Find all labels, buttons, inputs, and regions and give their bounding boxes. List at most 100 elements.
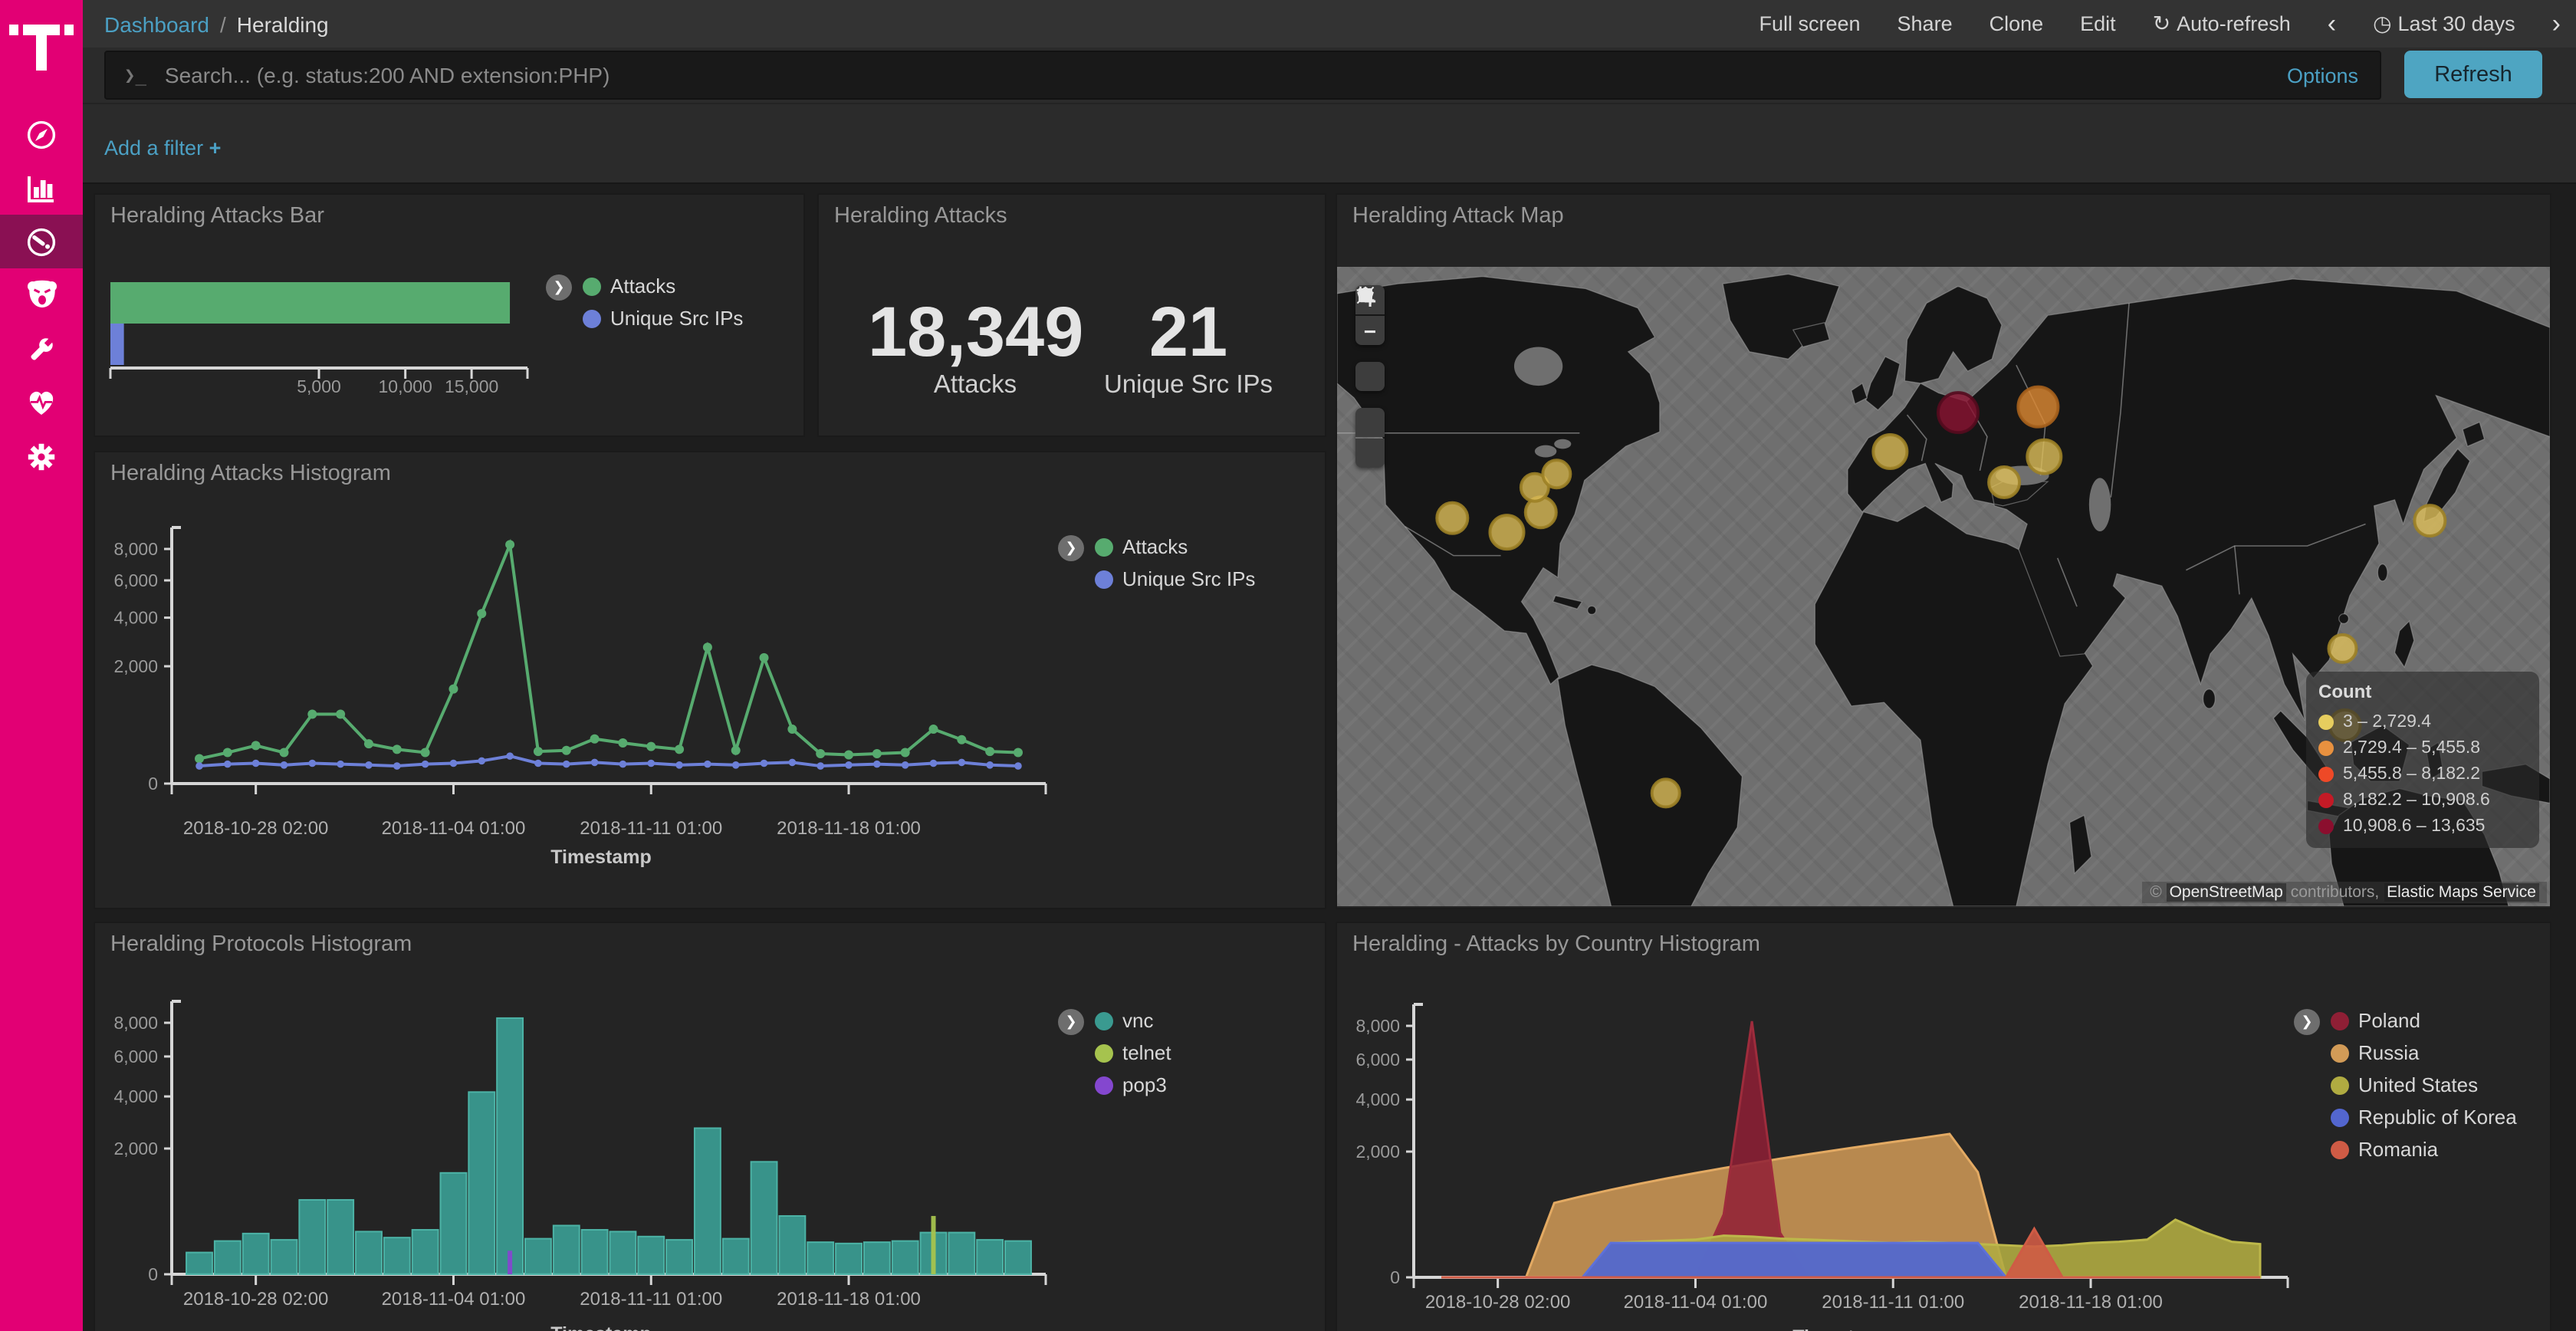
legend-item[interactable]: Republic of Korea [2331,1106,2517,1129]
count-legend-dot [2318,792,2334,807]
legend-expand-icon[interactable]: ❯ [1058,1009,1084,1035]
attack-bubble [1652,779,1680,807]
edit-button[interactable]: Edit [2080,12,2116,35]
legend-label: Poland [2358,1009,2420,1032]
legend-expand-icon[interactable]: ❯ [546,274,572,301]
legend-label: vnc [1122,1009,1153,1032]
sidebar-item-tpot[interactable] [0,268,83,322]
count-legend-range: 5,455.8 – 8,182.2 [2343,764,2480,783]
map-controls: + − [1355,285,1385,468]
svg-text:2018-11-11 01:00: 2018-11-11 01:00 [1822,1292,1964,1313]
fullscreen-button[interactable]: Full screen [1759,12,1860,35]
attack-bubble [1543,460,1570,488]
svg-text:2018-10-28 02:00: 2018-10-28 02:00 [183,818,329,839]
legend-label: Attacks [1122,535,1188,558]
legend-item[interactable]: Attacks [583,274,743,297]
refresh-button[interactable]: Refresh [2404,51,2542,98]
legend-item[interactable]: Russia [2331,1041,2517,1064]
t-mobile-logo[interactable] [0,0,83,89]
count-legend-item: 3 – 2,729.4 [2318,708,2527,735]
svg-text:0: 0 [148,1264,158,1284]
fit-bounds-button[interactable] [1355,362,1385,391]
sidebar-item-management[interactable] [0,429,83,483]
sidebar-item-discover[interactable] [0,107,83,161]
legend-dot [1095,1011,1113,1030]
auto-refresh-button[interactable]: ↻Auto-refresh [2153,11,2291,37]
breadcrumb-dashboard-link[interactable]: Dashboard [104,12,209,36]
nav-actions: Full screen Share Clone Edit ↻Auto-refre… [1759,0,2561,48]
world-map[interactable]: + − [1337,267,2550,906]
gear-icon [25,439,58,473]
legend-item[interactable]: pop3 [1095,1073,1171,1096]
query-bar: ❯_ Options Refresh [83,48,2576,103]
legend: ❯ Attacks Unique Src IPs [1058,535,1255,590]
metric-label: Unique Src IPs [1081,371,1296,400]
sidebar-item-dashboard[interactable] [0,215,83,268]
legend-expand-icon[interactable]: ❯ [2294,1009,2320,1035]
osm-link[interactable]: OpenStreetMap [2167,883,2286,902]
map-count-legend: Count3 – 2,729.42,729.4 – 5,455.85,455.8… [2306,672,2539,848]
attack-bubble [2328,635,2356,662]
search-input[interactable] [162,61,2287,89]
attack-bubble [1873,435,1907,468]
panel-title: Heralding Attacks [834,204,1007,228]
time-back-chevron[interactable]: ‹ [2328,8,2336,39]
time-range-picker[interactable]: ◷Last 30 days [2373,11,2515,37]
plus-icon: + [209,136,222,159]
legend-expand-icon[interactable]: ❯ [1058,535,1084,561]
legend-item[interactable]: telnet [1095,1041,1171,1064]
legend-item[interactable]: Unique Src IPs [1095,567,1255,590]
svg-text:4,000: 4,000 [1355,1089,1400,1109]
share-button[interactable]: Share [1898,12,1953,35]
ems-link[interactable]: Elastic Maps Service [2384,883,2539,902]
panel-attacks-metric: Heralding Attacks 18,349 Attacks 21 Uniq… [817,193,1326,437]
svg-text:2018-11-04 01:00: 2018-11-04 01:00 [382,818,526,839]
count-legend-range: 2,729.4 – 5,455.8 [2343,738,2480,757]
panel-title: Heralding Attacks Bar [110,204,324,228]
count-legend-dot [2318,740,2334,755]
legend-item[interactable]: United States [2331,1073,2517,1096]
count-legend-item: 5,455.8 – 8,182.2 [2318,761,2527,787]
clone-button[interactable]: Clone [1990,12,2044,35]
protocols-histogram-chart[interactable]: 02,0004,0006,0008,0002018-10-28 02:00201… [95,923,1325,1331]
attacks-histogram-ch art[interactable]: 02,0004,0006,0008,0002018-10-28 02:00201… [95,452,1325,908]
zoom-out-button[interactable]: − [1355,316,1385,345]
legend-dot [2331,1108,2349,1126]
polygon-select-button[interactable] [1355,408,1385,437]
top-nav: Dashboard / Heralding Full screen Share … [83,0,2576,48]
sidebar-item-visualize[interactable] [0,161,83,215]
attack-bubble [1989,467,2019,498]
svg-text:Timestamp: Timestamp [1792,1326,1894,1331]
legend-dot [2331,1076,2349,1094]
attack-bubble [1490,515,1523,549]
count-legend-dot [2318,818,2334,833]
heartbeat-icon [25,386,58,419]
count-legend-item: 10,908.6 – 13,635 [2318,813,2527,839]
time-forward-chevron[interactable]: › [2552,8,2561,39]
add-filter-link[interactable]: Add a filter + [104,136,221,159]
legend-item[interactable]: Attacks [1095,535,1255,558]
legend-item[interactable]: Unique Src IPs [583,307,743,330]
legend-item[interactable]: Poland [2331,1009,2517,1032]
compass-icon [25,117,58,151]
svg-text:0: 0 [1390,1267,1400,1287]
options-link[interactable]: Options [2287,64,2358,87]
sidebar-item-monitoring[interactable] [0,376,83,429]
search-box: ❯_ Options [104,51,2381,100]
svg-text:2,000: 2,000 [113,1139,158,1158]
panel-title: Heralding Attack Map [1352,204,1564,228]
legend-item[interactable]: vnc [1095,1009,1171,1032]
metric-label: Attacks [868,371,1083,400]
rectangle-select-button[interactable] [1355,439,1385,468]
legend-item[interactable]: Romania [2331,1138,2517,1161]
legend-dot [1095,1043,1113,1062]
legend-dot [1095,537,1113,556]
wrench-icon [25,332,58,366]
svg-text:2018-11-04 01:00: 2018-11-04 01:00 [1624,1292,1768,1313]
metric-unique-ips: 21 Unique Src IPs [1081,296,1296,400]
sidebar-item-devtools[interactable] [0,322,83,376]
panel-country-histogram: Heralding - Attacks by Country Histogram… [1336,922,2551,1331]
count-legend-range: 3 – 2,729.4 [2343,712,2431,731]
breadcrumb-current: Heralding [237,12,329,36]
legend-dot [2331,1043,2349,1062]
